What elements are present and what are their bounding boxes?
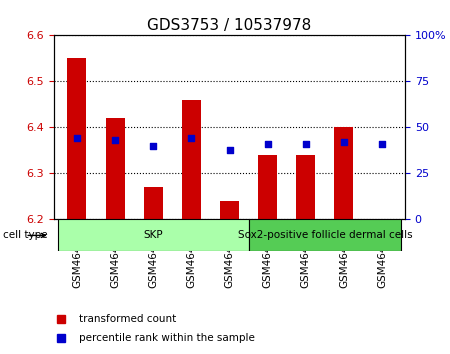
Point bbox=[378, 141, 386, 147]
Bar bbox=[220, 201, 239, 219]
Text: Sox2-positive follicle dermal cells: Sox2-positive follicle dermal cells bbox=[238, 230, 412, 240]
Point bbox=[188, 136, 195, 141]
Bar bbox=[296, 155, 315, 219]
Text: cell type: cell type bbox=[3, 230, 48, 240]
Bar bbox=[334, 127, 354, 219]
FancyBboxPatch shape bbox=[58, 219, 248, 251]
Bar bbox=[105, 118, 125, 219]
Point bbox=[264, 141, 271, 147]
Point bbox=[302, 141, 310, 147]
Bar bbox=[144, 187, 163, 219]
Bar bbox=[68, 58, 86, 219]
Bar bbox=[182, 100, 201, 219]
Point bbox=[149, 143, 157, 149]
Point bbox=[340, 139, 347, 145]
FancyBboxPatch shape bbox=[248, 219, 401, 251]
Bar bbox=[258, 155, 277, 219]
Point bbox=[112, 137, 119, 143]
Text: transformed count: transformed count bbox=[79, 314, 176, 324]
Text: percentile rank within the sample: percentile rank within the sample bbox=[79, 333, 254, 343]
Point bbox=[73, 136, 81, 141]
Point bbox=[226, 147, 233, 152]
Title: GDS3753 / 10537978: GDS3753 / 10537978 bbox=[148, 18, 311, 33]
Text: SKP: SKP bbox=[144, 230, 163, 240]
